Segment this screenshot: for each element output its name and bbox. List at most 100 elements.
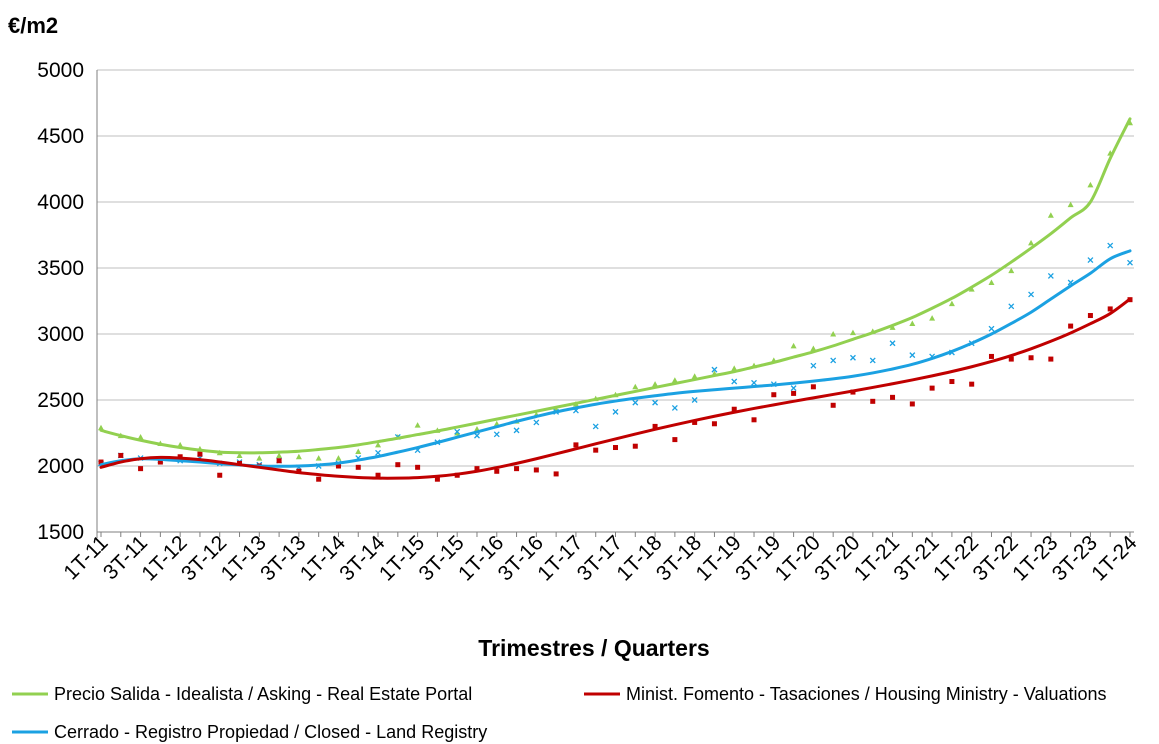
data-point	[355, 464, 361, 470]
data-point	[790, 385, 797, 392]
x-tick-label: 1T-23	[1008, 531, 1062, 585]
data-point	[830, 402, 836, 408]
x-tick-label: 3T-19	[731, 531, 785, 585]
trend-line	[99, 297, 1132, 480]
x-tick-label: 3T-23	[1048, 531, 1102, 585]
x-tick-label: 1T-15	[375, 531, 429, 585]
data-point	[810, 362, 817, 369]
legend-label: Cerrado - Registro Propiedad / Closed - …	[54, 722, 487, 742]
data-point	[632, 443, 638, 449]
data-point	[315, 455, 322, 461]
y-tick-label: 2500	[37, 389, 84, 412]
trend-line	[99, 117, 1132, 455]
data-point	[771, 392, 777, 398]
data-point	[632, 383, 639, 390]
data-point	[1008, 303, 1015, 310]
data-point	[137, 433, 144, 440]
data-point	[988, 325, 995, 332]
x-tick-label: 1T-18	[612, 531, 666, 585]
data-point	[335, 455, 342, 461]
data-point	[711, 366, 718, 373]
data-point	[870, 398, 876, 404]
legend-label: Minist. Fomento - Tasaciones / Housing M…	[626, 684, 1107, 704]
x-axis-ticks: 1T-113T-111T-123T-121T-133T-131T-143T-14…	[59, 531, 1141, 585]
data-point	[810, 345, 817, 352]
data-point	[118, 452, 124, 458]
x-tick-label: 1T-20	[771, 531, 825, 585]
grid-lines	[97, 69, 1134, 533]
data-point	[335, 463, 341, 469]
data-point	[1087, 181, 1094, 188]
data-point	[889, 340, 896, 347]
data-point	[217, 472, 223, 478]
x-axis	[96, 70, 1131, 538]
data-point	[671, 404, 678, 411]
data-point	[454, 428, 461, 435]
data-point	[1048, 356, 1054, 362]
data-point	[652, 381, 659, 387]
x-tick-label: 1T-13	[217, 531, 271, 585]
x-tick-label: 1T-22	[929, 531, 983, 585]
legend-label: Precio Salida - Idealista / Asking - Rea…	[54, 684, 472, 704]
data-point	[533, 419, 540, 426]
data-point	[434, 476, 440, 482]
data-point	[295, 453, 302, 460]
x-tick-label: 3T-12	[177, 531, 231, 585]
data-point	[889, 324, 896, 330]
y-tick-label: 4500	[37, 125, 84, 148]
data-point	[395, 462, 401, 468]
data-point	[1127, 259, 1133, 266]
x-tick-label: 3T-13	[256, 531, 310, 585]
data-point	[236, 452, 243, 458]
data-point	[909, 320, 916, 326]
data-point	[1107, 306, 1113, 312]
data-point	[415, 464, 421, 470]
data-point	[929, 385, 935, 391]
data-points	[98, 119, 1133, 482]
data-point	[355, 448, 362, 454]
trend-line	[99, 249, 1132, 468]
data-point	[1047, 272, 1054, 279]
data-point	[731, 365, 738, 371]
data-point	[1028, 239, 1035, 246]
x-tick-label: 1T-24	[1087, 531, 1141, 585]
x-axis-title: Trimestres / Quarters	[478, 635, 709, 661]
data-point	[414, 422, 421, 428]
data-point	[671, 377, 678, 383]
y-tick-label: 1500	[37, 521, 84, 544]
data-point	[98, 424, 104, 431]
data-point	[494, 468, 500, 474]
data-point	[830, 331, 837, 337]
data-point	[1068, 323, 1074, 329]
data-point	[948, 300, 955, 307]
data-point	[493, 431, 500, 438]
data-point	[573, 442, 579, 448]
legend: Precio Salida - Idealista / Asking - Rea…	[12, 684, 1107, 742]
data-point	[1028, 355, 1034, 361]
data-point	[988, 279, 995, 286]
data-point	[474, 432, 480, 439]
data-point	[197, 451, 203, 457]
data-point	[98, 459, 104, 465]
data-point	[850, 354, 856, 361]
data-point	[711, 421, 717, 427]
x-tick-label: 1T-21	[850, 531, 904, 585]
data-point	[513, 427, 520, 434]
data-point	[909, 352, 916, 359]
x-tick-label: 3T-20	[810, 531, 864, 585]
data-point	[1008, 267, 1015, 274]
data-point	[553, 471, 559, 477]
y-tick-label: 3000	[37, 323, 84, 346]
data-point	[593, 447, 599, 453]
data-point	[830, 357, 837, 364]
y-tick-label: 3500	[37, 257, 84, 280]
x-tick-label: 3T-17	[573, 531, 627, 585]
data-point	[949, 379, 955, 385]
data-point	[1047, 212, 1054, 218]
data-point	[869, 357, 876, 364]
data-point	[316, 476, 322, 482]
y-tick-label: 4000	[37, 191, 84, 214]
trend-lines	[99, 117, 1132, 480]
data-point	[138, 466, 144, 472]
data-point	[672, 437, 678, 443]
